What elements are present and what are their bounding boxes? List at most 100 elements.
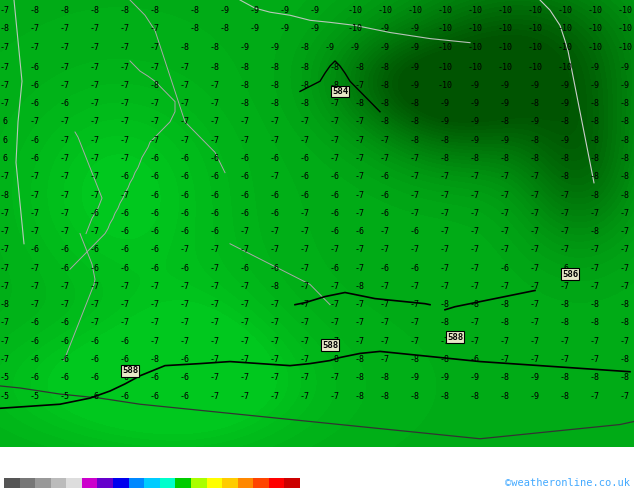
Text: -7: -7 <box>330 318 340 327</box>
Text: -10: -10 <box>437 81 453 90</box>
Text: -7: -7 <box>210 136 220 145</box>
Text: -7: -7 <box>590 355 600 364</box>
Text: -7: -7 <box>240 355 250 364</box>
Text: -9: -9 <box>500 81 510 90</box>
Text: -6: -6 <box>60 99 70 108</box>
Text: -6: -6 <box>90 245 100 254</box>
Text: ©weatheronline.co.uk: ©weatheronline.co.uk <box>505 478 630 488</box>
Bar <box>238 478 253 488</box>
Text: -6: -6 <box>180 355 190 364</box>
Bar <box>144 478 160 488</box>
Text: -7: -7 <box>0 355 10 364</box>
Text: -8: -8 <box>0 191 10 199</box>
Text: -6: -6 <box>30 63 40 72</box>
Text: -7: -7 <box>410 209 420 218</box>
Text: -8: -8 <box>470 392 480 401</box>
Text: -7: -7 <box>60 118 70 126</box>
Text: -7: -7 <box>560 282 570 291</box>
Text: -6: -6 <box>330 172 340 181</box>
Text: -5: -5 <box>0 373 10 382</box>
Text: -7: -7 <box>270 373 280 382</box>
Text: -7: -7 <box>90 191 100 199</box>
Text: -7: -7 <box>410 191 420 199</box>
Text: -7: -7 <box>120 191 130 199</box>
Text: -7: -7 <box>90 282 100 291</box>
Text: -7: -7 <box>240 136 250 145</box>
Text: -8: -8 <box>330 81 340 90</box>
Text: -6: -6 <box>90 392 100 401</box>
Text: -7: -7 <box>120 154 130 163</box>
Text: -7: -7 <box>470 209 480 218</box>
Text: -9: -9 <box>620 81 630 90</box>
Text: -7: -7 <box>560 355 570 364</box>
Text: -7: -7 <box>330 99 340 108</box>
Text: -7: -7 <box>330 373 340 382</box>
Text: -6: -6 <box>380 264 390 272</box>
Text: -10: -10 <box>467 24 482 33</box>
Text: -10: -10 <box>437 63 453 72</box>
Text: -7: -7 <box>0 172 10 181</box>
Text: -7: -7 <box>300 355 310 364</box>
Text: -7: -7 <box>355 300 365 309</box>
Text: -8: -8 <box>380 373 390 382</box>
Text: -7: -7 <box>300 318 310 327</box>
Text: -7: -7 <box>500 355 510 364</box>
Text: -8: -8 <box>590 172 600 181</box>
Text: -6: -6 <box>180 264 190 272</box>
Text: -6: -6 <box>30 337 40 346</box>
Text: -7: -7 <box>355 264 365 272</box>
Text: -8: -8 <box>530 99 540 108</box>
Text: -9: -9 <box>220 6 230 15</box>
Text: -6: -6 <box>210 154 220 163</box>
Text: -7: -7 <box>60 24 70 33</box>
Text: -9: -9 <box>590 81 600 90</box>
Text: -8: -8 <box>0 300 10 309</box>
Text: -7: -7 <box>0 81 10 90</box>
Text: -7: -7 <box>470 264 480 272</box>
Text: -6: -6 <box>180 227 190 236</box>
Text: -7: -7 <box>270 136 280 145</box>
Text: -8: -8 <box>150 81 160 90</box>
Text: -6: -6 <box>30 355 40 364</box>
Text: -7: -7 <box>410 337 420 346</box>
Text: -7: -7 <box>530 337 540 346</box>
Text: -10: -10 <box>467 6 482 15</box>
Text: -6: -6 <box>90 373 100 382</box>
Text: -8: -8 <box>410 392 420 401</box>
Text: -8: -8 <box>590 99 600 108</box>
Text: -8: -8 <box>270 63 280 72</box>
Text: -8: -8 <box>560 172 570 181</box>
Text: -8: -8 <box>330 63 340 72</box>
Text: -10: -10 <box>498 24 512 33</box>
Text: -8: -8 <box>620 154 630 163</box>
Text: -8: -8 <box>380 392 390 401</box>
Text: -8: -8 <box>240 63 250 72</box>
Text: -9: -9 <box>410 373 420 382</box>
Text: -8: -8 <box>270 99 280 108</box>
Text: -7: -7 <box>620 282 630 291</box>
Text: -8: -8 <box>380 63 390 72</box>
Text: -7: -7 <box>210 282 220 291</box>
Text: -7: -7 <box>330 392 340 401</box>
Text: -7: -7 <box>210 245 220 254</box>
Text: -7: -7 <box>270 245 280 254</box>
Text: -8: -8 <box>240 99 250 108</box>
Text: -7: -7 <box>530 264 540 272</box>
Text: -8: -8 <box>300 99 310 108</box>
Text: -7: -7 <box>440 337 450 346</box>
Text: -7: -7 <box>500 337 510 346</box>
Text: -8: -8 <box>620 136 630 145</box>
Text: -9: -9 <box>280 24 290 33</box>
Text: -9: -9 <box>410 43 420 52</box>
Text: -9: -9 <box>440 118 450 126</box>
Text: -6: -6 <box>120 373 130 382</box>
Text: -6: -6 <box>30 81 40 90</box>
Text: -7: -7 <box>0 209 10 218</box>
Text: -8: -8 <box>190 6 200 15</box>
Text: -7: -7 <box>620 245 630 254</box>
Text: -7: -7 <box>530 209 540 218</box>
Text: -7: -7 <box>410 282 420 291</box>
Text: 6: 6 <box>3 118 8 126</box>
Text: -7: -7 <box>0 245 10 254</box>
Text: -7: -7 <box>530 245 540 254</box>
